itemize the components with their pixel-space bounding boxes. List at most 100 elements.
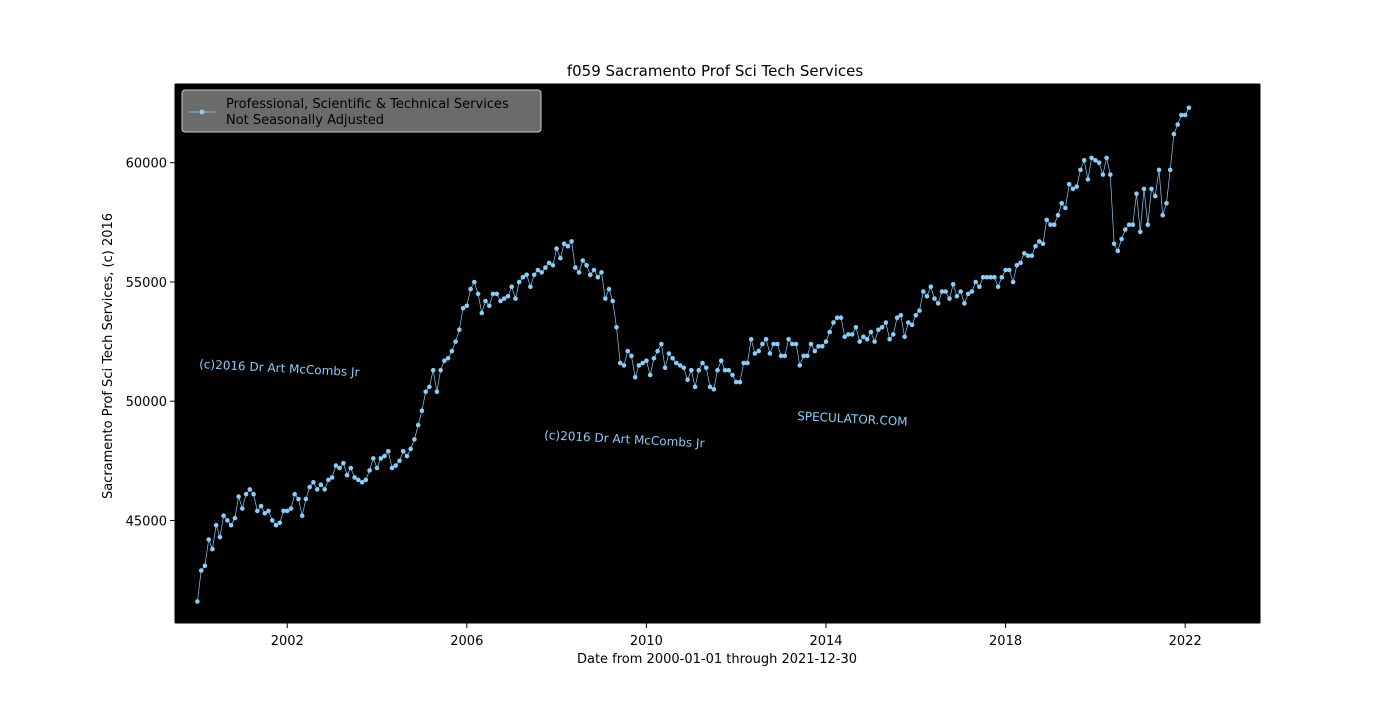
data-point [1044, 217, 1049, 223]
data-point [236, 494, 241, 499]
data-point [752, 351, 758, 356]
data-point [603, 296, 608, 301]
data-point [1111, 241, 1117, 247]
data-point [240, 506, 245, 511]
data-point [438, 367, 443, 373]
data-point [198, 568, 204, 573]
data-point [333, 463, 339, 468]
y-axis-ticks: 45000 50000 55000 60000 [126, 157, 175, 529]
data-point [528, 284, 533, 290]
watermark-text: SPECULATOR.COM [797, 409, 908, 429]
data-point [692, 384, 698, 390]
data-point [1003, 267, 1008, 273]
data-point [756, 348, 761, 354]
data-point [1018, 260, 1023, 266]
data-point [838, 315, 844, 321]
data-point [745, 360, 750, 366]
data-point [861, 334, 866, 340]
data-point [430, 367, 436, 373]
data-point [382, 453, 387, 459]
data-point [853, 325, 859, 330]
y-tick-label: 50000 [126, 395, 167, 410]
data-point [1100, 172, 1106, 177]
data-point [225, 518, 230, 523]
data-point [284, 508, 290, 514]
data-point [516, 279, 522, 285]
data-point [1164, 200, 1169, 206]
data-point [539, 270, 544, 275]
data-point [898, 313, 904, 318]
data-point [501, 296, 507, 301]
data-point [816, 344, 821, 349]
data-point [1175, 122, 1180, 127]
data-point [1081, 158, 1087, 163]
data-point [464, 303, 470, 309]
x-axis-label: Date from 2000-01-01 through 2021-12-30 [577, 652, 857, 667]
data-point [595, 274, 601, 280]
data-point [584, 263, 589, 268]
data-point [479, 310, 485, 316]
data-point [408, 446, 414, 452]
data-point [647, 372, 653, 378]
data-point [1033, 243, 1038, 249]
data-point [307, 484, 313, 490]
data-point [913, 313, 919, 318]
data-point [509, 284, 514, 290]
data-point [352, 475, 357, 480]
data-point [849, 332, 855, 337]
data-point [965, 291, 971, 297]
data-point [950, 282, 956, 287]
data-point [311, 480, 316, 485]
data-point [1078, 167, 1083, 173]
data-point [1093, 158, 1098, 163]
data-point [1014, 263, 1020, 268]
data-point [206, 537, 211, 542]
data-point [397, 458, 402, 464]
data-point [689, 367, 694, 373]
data-point [722, 367, 728, 373]
data-point [326, 477, 331, 483]
data-point [1152, 193, 1158, 199]
data-point [453, 339, 458, 344]
data-point [419, 408, 425, 414]
data-point [254, 508, 260, 514]
data-point [988, 274, 993, 280]
data-point [573, 265, 578, 270]
data-point [505, 294, 511, 299]
data-point [962, 301, 967, 306]
data-point [730, 372, 735, 378]
data-point [726, 367, 731, 373]
data-point [775, 341, 780, 347]
data-point [1130, 222, 1136, 227]
data-point [1085, 177, 1091, 182]
x-tick-label: 2010 [630, 634, 663, 649]
data-point [625, 348, 630, 354]
data-point [909, 322, 915, 328]
data-point [460, 305, 466, 311]
legend-label: Professional, Scientific & Technical Ser… [226, 97, 509, 128]
legend-label-line: Not Seasonally Adjusted [226, 113, 384, 128]
data-point [629, 353, 634, 359]
data-point [748, 336, 754, 342]
data-point [786, 336, 791, 342]
data-point [973, 279, 978, 285]
data-point [876, 327, 881, 333]
data-point [760, 341, 765, 347]
data-point [666, 351, 672, 356]
data-point [763, 336, 769, 342]
y-tick-label: 45000 [126, 514, 167, 529]
data-point [995, 284, 1001, 290]
data-point [846, 332, 851, 337]
data-point [704, 365, 709, 371]
data-point [554, 246, 559, 251]
data-point [524, 272, 529, 278]
data-point [999, 274, 1005, 280]
data-point [891, 332, 896, 337]
data-point [1156, 167, 1162, 173]
data-point [700, 360, 705, 366]
data-point [969, 289, 975, 294]
data-point [767, 351, 773, 356]
legend-box [181, 89, 542, 133]
data-point [329, 475, 335, 480]
data-point [1141, 186, 1147, 192]
